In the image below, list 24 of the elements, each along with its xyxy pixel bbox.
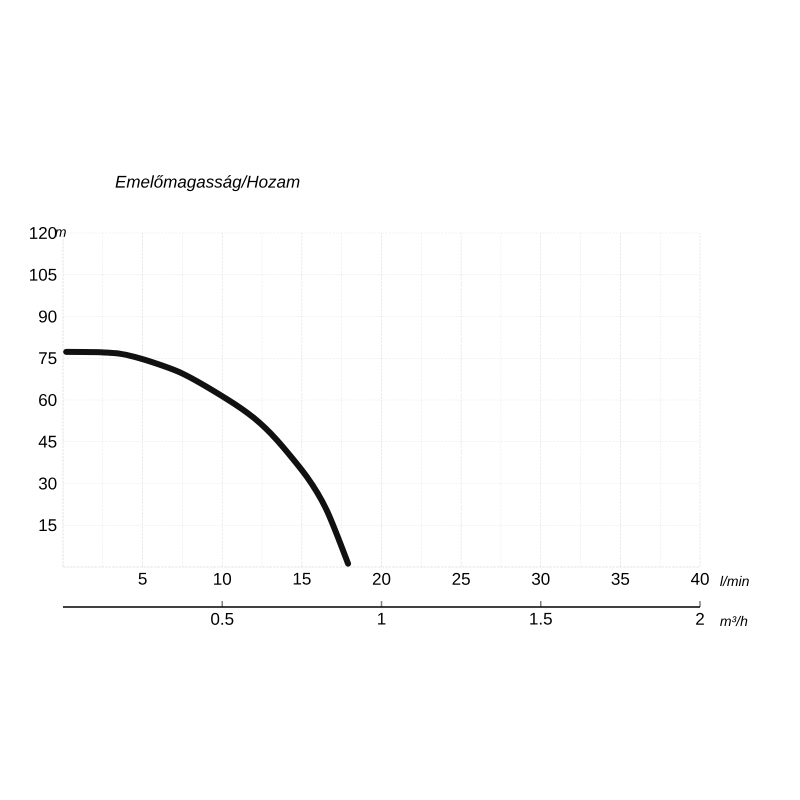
x-tick-label: 5 bbox=[138, 572, 147, 585]
x-tick-label: 10 bbox=[214, 572, 232, 585]
x-tick-label: 20 bbox=[372, 572, 390, 585]
x-tick-label: 30 bbox=[532, 572, 550, 585]
x2-tick-label: 1.5 bbox=[530, 612, 552, 625]
y-tick-label: 15 bbox=[40, 519, 56, 532]
x-tick-label: 35 bbox=[612, 572, 630, 585]
x-axis-title: l/min bbox=[720, 576, 749, 586]
y-tick-label: 120 bbox=[30, 226, 56, 240]
y-tick-label: 60 bbox=[39, 394, 56, 406]
y-tick-label: 90 bbox=[39, 310, 56, 323]
chart-title: Emelőmagasság/Hozam bbox=[116, 175, 300, 192]
x2-tick-label: 0.5 bbox=[211, 612, 234, 625]
x2-tick-label: 1 bbox=[378, 612, 386, 625]
x-tick-label: 25 bbox=[452, 572, 470, 585]
x-tick-label: 15 bbox=[294, 572, 311, 585]
x2-axis-title: m³/h bbox=[720, 616, 748, 626]
y-tick-label: 45 bbox=[38, 436, 56, 448]
x2-tick-label: 2 bbox=[696, 612, 704, 625]
y-tick-label: 105 bbox=[30, 268, 56, 281]
y-tick-label: 30 bbox=[38, 477, 56, 490]
y-tick-label: 75 bbox=[39, 352, 56, 364]
y-axis-title: m bbox=[55, 229, 66, 237]
x-tick-label: 40 bbox=[690, 572, 709, 585]
